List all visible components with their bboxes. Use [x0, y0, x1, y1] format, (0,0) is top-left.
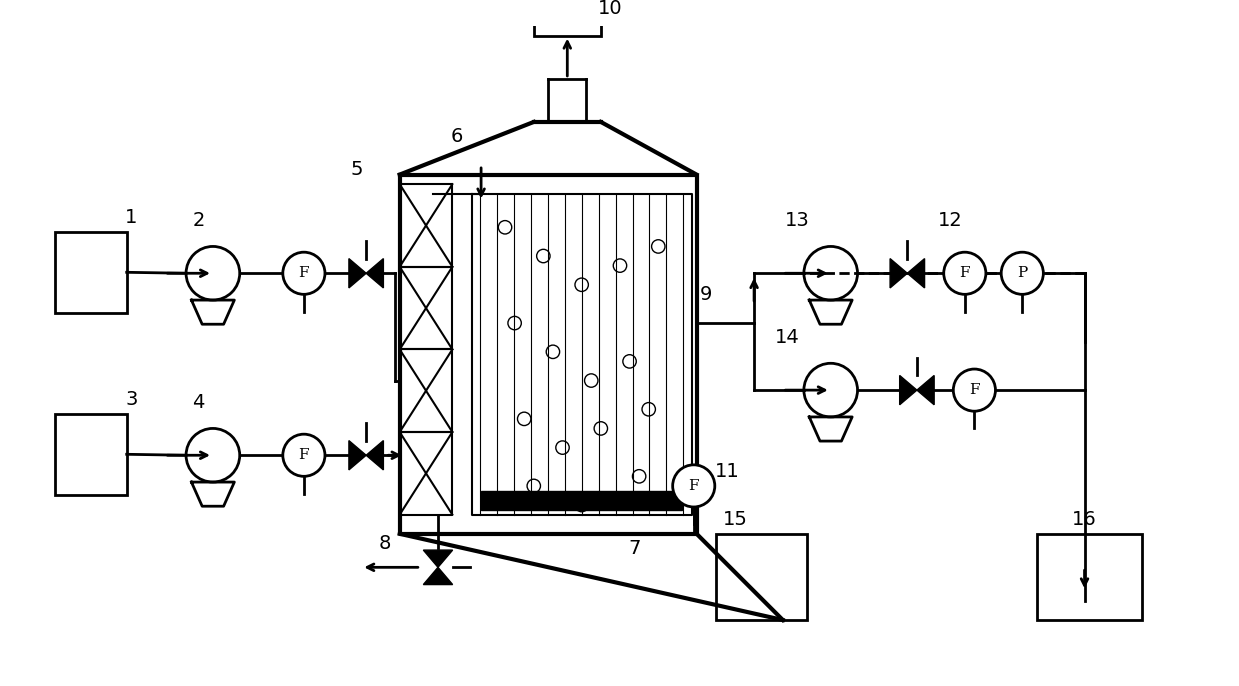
Text: 4: 4	[192, 393, 204, 412]
Polygon shape	[907, 259, 924, 288]
Text: 11: 11	[715, 462, 740, 481]
Text: 7: 7	[628, 539, 641, 558]
Text: P: P	[1017, 266, 1027, 281]
Circle shape	[944, 252, 986, 294]
Polygon shape	[349, 440, 367, 470]
Text: 3: 3	[125, 390, 138, 409]
Bar	[55, 414, 126, 495]
Bar	[1037, 534, 1142, 620]
Text: F: F	[969, 383, 980, 397]
Text: 2: 2	[192, 211, 204, 230]
Text: 10: 10	[598, 0, 623, 19]
Text: 8: 8	[379, 534, 392, 553]
Polygon shape	[424, 567, 452, 584]
Text: 6: 6	[451, 127, 463, 146]
Circle shape	[953, 369, 995, 411]
Bar	[55, 232, 126, 314]
Circle shape	[282, 434, 325, 476]
Text: 13: 13	[784, 211, 809, 230]
Polygon shape	[349, 259, 367, 288]
Text: 1: 1	[125, 209, 138, 227]
Polygon shape	[367, 259, 383, 288]
Text: 15: 15	[722, 510, 747, 529]
Circle shape	[282, 252, 325, 294]
Polygon shape	[367, 440, 383, 470]
Text: 16: 16	[1072, 510, 1097, 529]
Text: 12: 12	[938, 211, 963, 230]
Text: 9: 9	[700, 285, 712, 304]
Text: 14: 14	[776, 328, 800, 347]
Polygon shape	[917, 375, 934, 405]
Circle shape	[673, 465, 715, 507]
Text: F: F	[299, 448, 310, 462]
Bar	[534, 0, 601, 36]
Text: F: F	[689, 479, 699, 493]
Text: F: F	[299, 266, 310, 281]
Polygon shape	[424, 550, 452, 567]
Circle shape	[1001, 252, 1043, 294]
Polygon shape	[890, 259, 907, 288]
Bar	[481, 490, 683, 510]
Polygon shape	[900, 375, 917, 405]
Text: 5: 5	[351, 161, 363, 179]
Text: F: F	[959, 266, 970, 281]
Bar	[716, 534, 807, 620]
